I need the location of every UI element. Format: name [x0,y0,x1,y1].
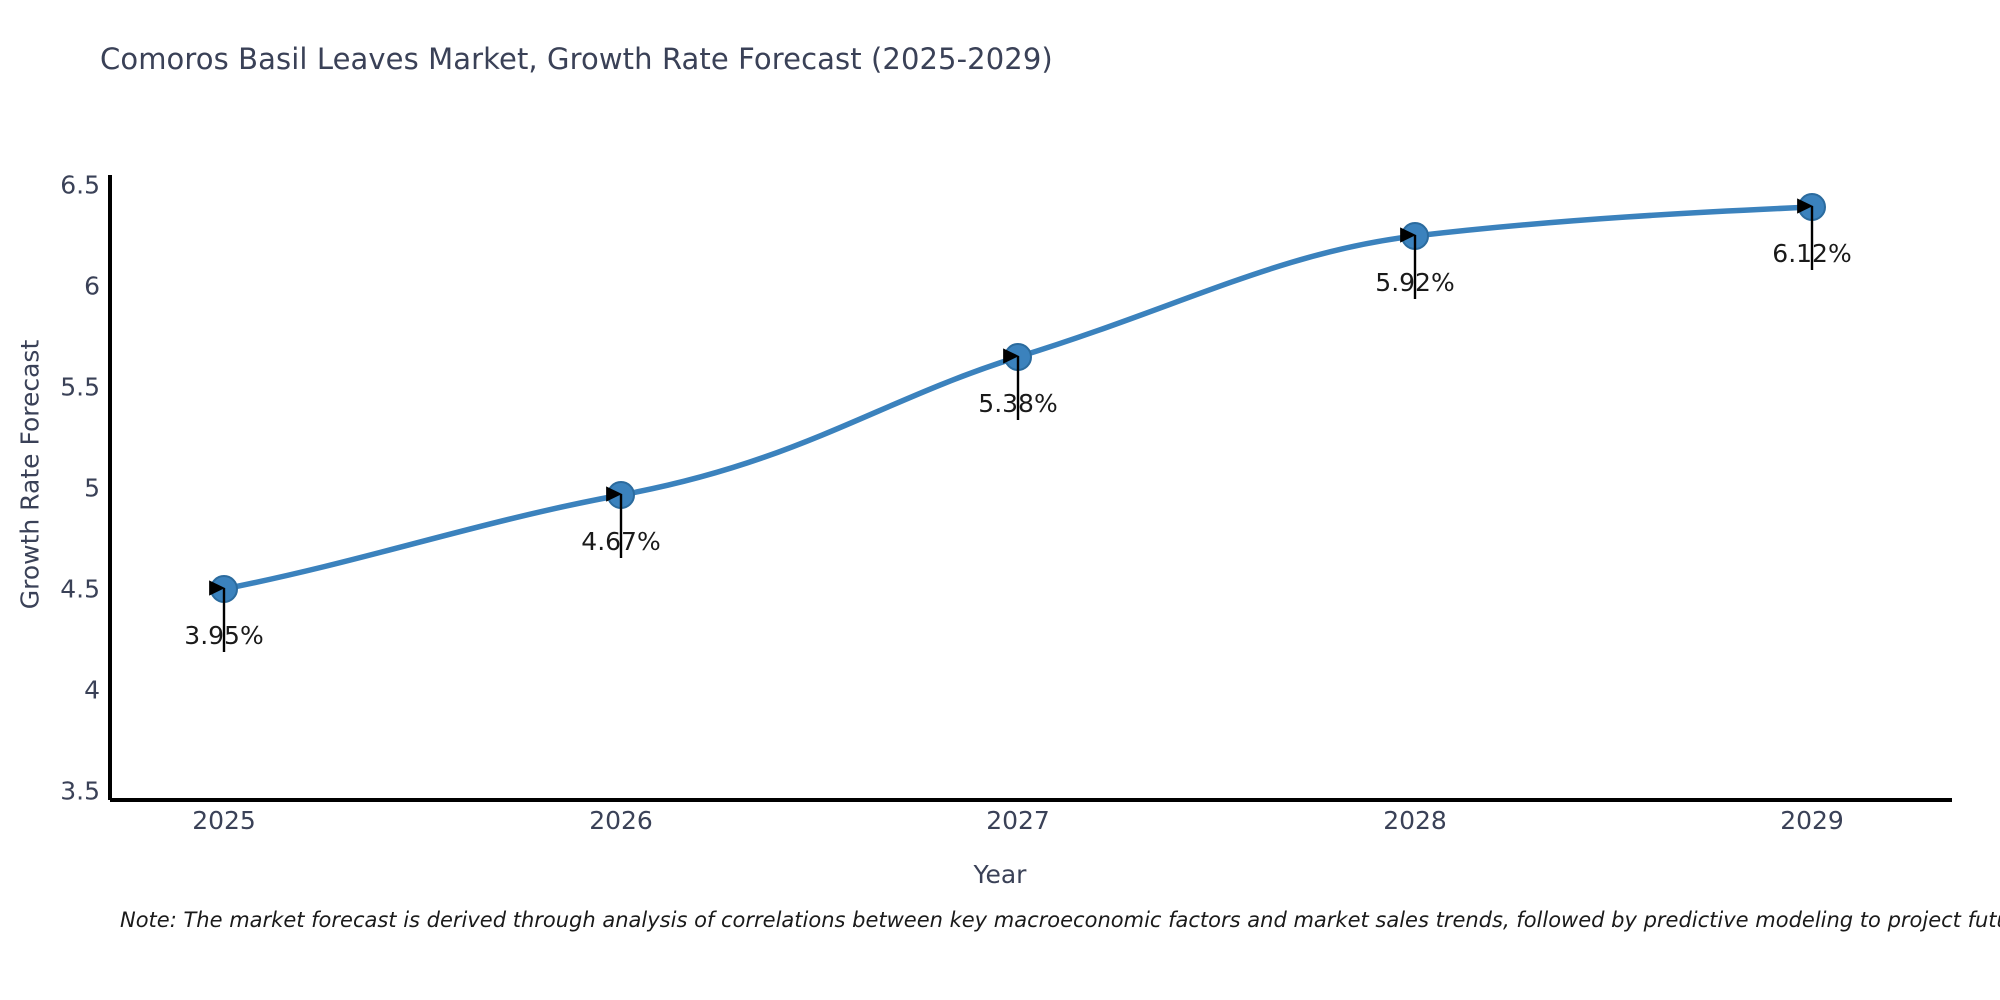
x-tick-label: 2026 [589,806,653,835]
y-tick-label: 6.5 [60,170,100,200]
y-tick-label: 4 [84,675,100,705]
data-point-label: 4.67% [581,527,661,556]
y-tick-label: 4.5 [60,574,100,604]
y-tick-label: 5 [84,473,100,503]
y-axis-tick-labels: 6.5 6 5.5 5 4.5 4 3.5 [0,0,100,1000]
chart-footnote: Note: The market forecast is derived thr… [120,908,2000,932]
x-tick-label: 2028 [1383,806,1447,835]
x-tick-label: 2027 [986,806,1050,835]
chart-title: Comoros Basil Leaves Market, Growth Rate… [100,42,1053,76]
y-tick-label: 6 [84,271,100,301]
x-tick-label: 2025 [192,806,256,835]
data-point-label: 5.38% [978,389,1058,418]
y-tick-label: 3.5 [60,776,100,806]
y-tick-label: 5.5 [60,372,100,402]
x-tick-label: 2029 [1780,806,1844,835]
data-point-label: 6.12% [1772,239,1852,268]
data-point-label: 5.92% [1375,268,1455,297]
data-point-label: 3.95% [184,621,264,650]
x-axis-title: Year [973,860,1027,889]
